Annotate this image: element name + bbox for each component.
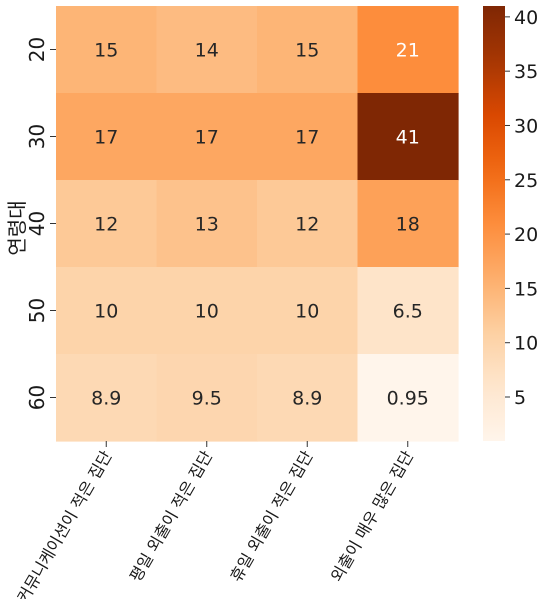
y-tick-label: 30 <box>25 124 49 149</box>
colorbar-tick-label: 35 <box>514 61 538 83</box>
y-tick-label: 50 <box>25 298 49 323</box>
colorbar-tick-label: 20 <box>514 224 538 246</box>
cell-value-label: 10 <box>94 301 118 323</box>
x-tick-label: 커뮤니케이션이 적은 집단 <box>13 447 116 599</box>
x-tick-label: 외출이 매우 많은 집단 <box>327 447 417 585</box>
y-tick-label: 40 <box>25 211 49 236</box>
heatmap-cell <box>357 267 459 355</box>
cell-value-label: 15 <box>94 40 118 62</box>
heatmap-cell <box>56 93 158 181</box>
heatmap-cell <box>156 6 258 94</box>
cell-value-label: 17 <box>195 127 219 149</box>
heatmap-cell <box>257 354 359 442</box>
heatmap-cell <box>257 180 359 268</box>
cell-value-label: 13 <box>195 214 219 236</box>
cell-value-label: 14 <box>195 40 219 62</box>
heatmap-cell <box>257 267 359 355</box>
heatmap-cell <box>56 267 158 355</box>
y-axis-label: 연령대 <box>5 200 29 255</box>
heatmap-cells <box>56 6 459 442</box>
cell-value-label: 12 <box>295 214 319 236</box>
heatmap-cell <box>357 180 459 268</box>
cell-value-label: 10 <box>295 301 319 323</box>
cell-value-label: 9.5 <box>192 388 222 410</box>
x-tick-label: 휴일 외출이 적은 집단 <box>226 447 316 585</box>
cell-value-label: 0.95 <box>387 388 429 410</box>
heatmap-cell <box>156 93 258 181</box>
cell-value-label: 18 <box>396 214 420 236</box>
colorbar-tick-label: 40 <box>514 7 538 29</box>
colorbar-tick-label: 5 <box>514 387 526 409</box>
heatmap-cell <box>156 354 258 442</box>
cell-value-label: 10 <box>195 301 219 323</box>
colorbar-tick-label: 30 <box>514 115 538 137</box>
x-tick-label: 평일 외출이 적은 집단 <box>126 447 216 585</box>
heatmap-cell <box>257 93 359 181</box>
cell-value-label: 15 <box>295 40 319 62</box>
cell-value-label: 8.9 <box>91 388 121 410</box>
heatmap-cell <box>257 6 359 94</box>
cell-value-label: 6.5 <box>393 301 423 323</box>
cell-value-label: 12 <box>94 214 118 236</box>
heatmap-cell <box>156 267 258 355</box>
cell-value-label: 8.9 <box>292 388 322 410</box>
heatmap-cell <box>56 6 158 94</box>
y-tick-label: 60 <box>25 385 49 410</box>
heatmap-cell <box>357 354 459 442</box>
x-axis-ticks: 커뮤니케이션이 적은 집단 평일 외출이 적은 집단 휴일 외출이 적은 집단 외출이… <box>13 441 417 599</box>
cell-value-label: 17 <box>295 127 319 149</box>
colorbar-tick-label: 25 <box>514 170 538 192</box>
y-tick-label: 20 <box>25 37 49 62</box>
cell-value-label: 21 <box>396 40 420 62</box>
heatmap-cell <box>56 180 158 268</box>
heatmap-cell-labels: 15 14 15 21 17 17 17 41 12 13 12 18 10 10 10 6.5 8.9 9.5 8… <box>91 40 429 410</box>
heatmap-cell <box>156 180 258 268</box>
colorbar-tick-label: 15 <box>514 278 538 300</box>
cell-value-label: 17 <box>94 127 118 149</box>
y-axis-ticks: 20 30 40 50 60 <box>25 37 56 410</box>
heatmap-cell <box>56 354 158 442</box>
cell-value-label: 41 <box>396 127 420 149</box>
colorbar-tick-label: 10 <box>514 333 538 355</box>
colorbar: 5 10 15 20 25 30 35 40 <box>483 6 538 441</box>
heatmap-cell <box>357 93 459 181</box>
heatmap-cell <box>357 6 459 94</box>
colorbar-gradient <box>483 6 505 441</box>
